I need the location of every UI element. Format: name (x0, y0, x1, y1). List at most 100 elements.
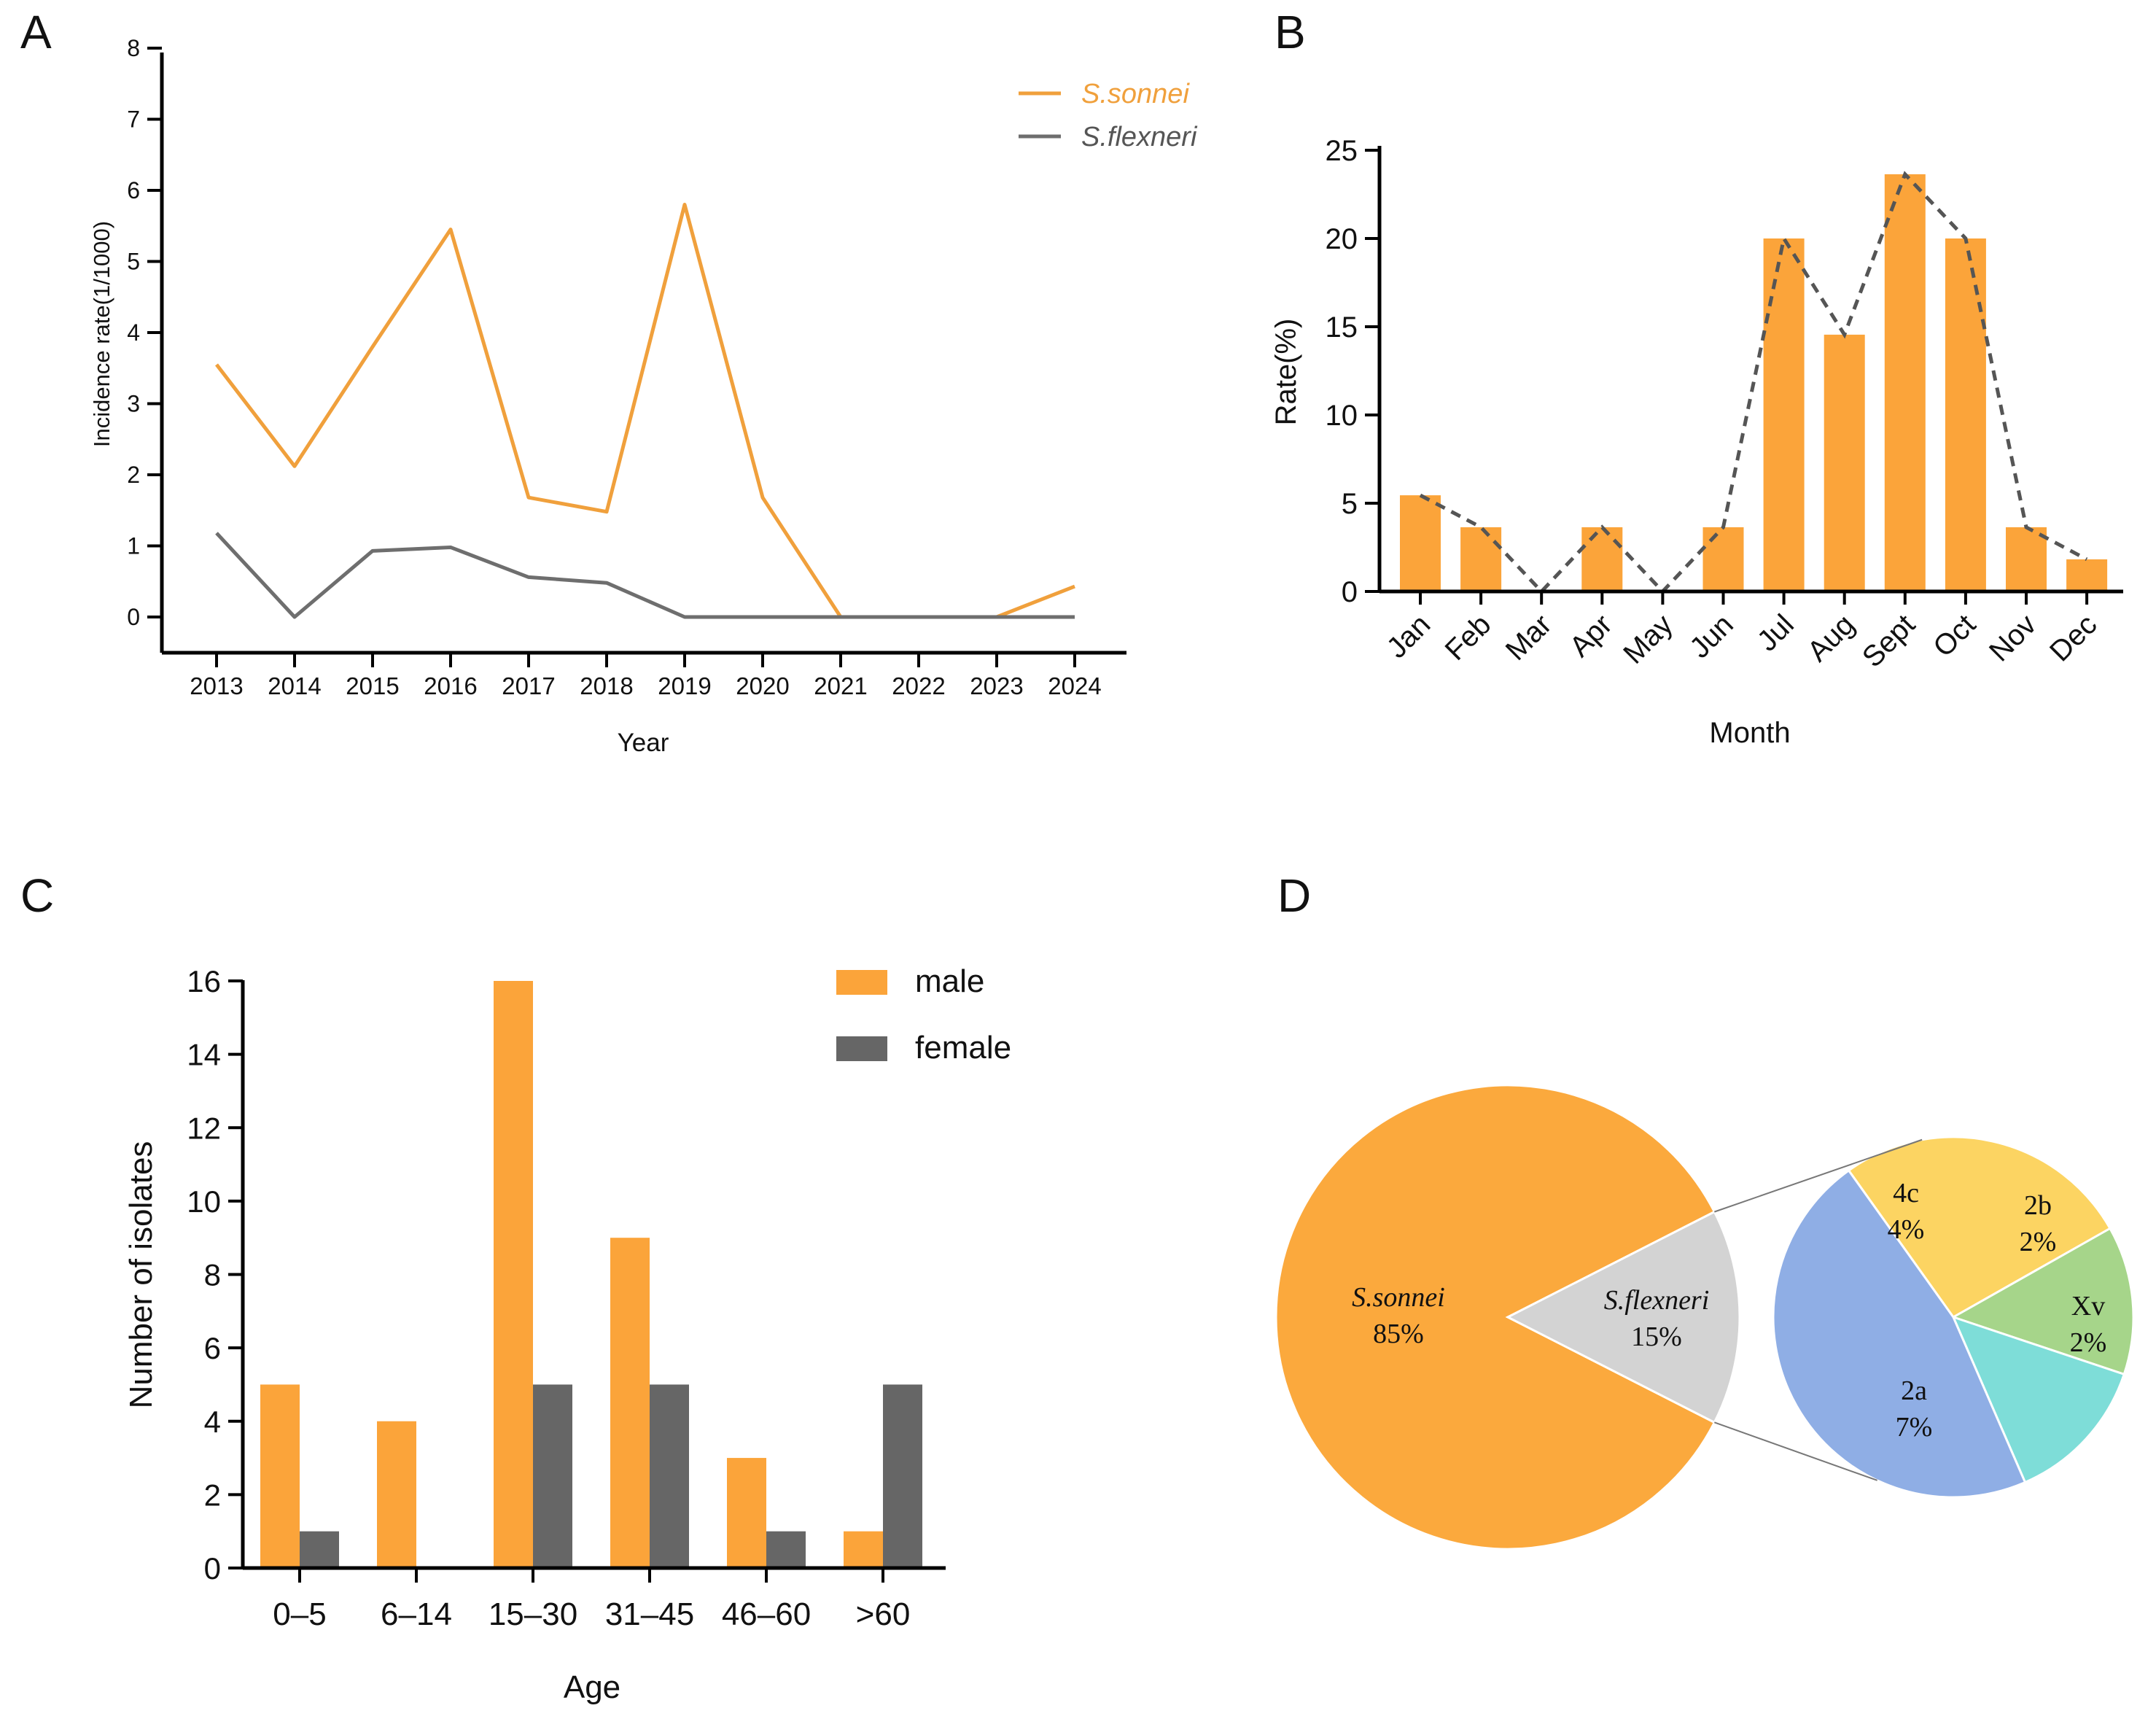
b-y-tick-label: 15 (1326, 311, 1358, 344)
b-bar-aug (1824, 334, 1865, 591)
b-x-tick-label: Dec (2044, 608, 2103, 667)
c-x-tick-label: 46–60 (722, 1596, 811, 1632)
panel-a-line-chart: 0 1 2 3 4 5 6 7 8 2013 2014 2015 2016 2017 2018 2019 202… (89, 35, 1198, 757)
b-x-tick-label: Jan (1381, 608, 1437, 664)
panel-label-d: D (1277, 869, 1311, 922)
a-x-tick-label: 2015 (346, 672, 399, 699)
b-x-tick-label: Nov (1983, 608, 2042, 667)
d-label-flexneri-pct: 15% (1631, 1322, 1682, 1352)
b-x-tick-label: Jun (1684, 608, 1740, 664)
b-bar-jan (1400, 495, 1441, 591)
b-x-tick-label: Apr (1564, 608, 1619, 663)
b-bar-nov (2006, 527, 2047, 591)
d-sublabel-4c: 4c (1893, 1178, 1919, 1208)
c-bar-male-5 (844, 1531, 883, 1568)
a-x-tick-label: 2016 (424, 672, 477, 699)
a-x-tick-label: 2020 (736, 672, 789, 699)
d-subslice-2b (1950, 1227, 2135, 1376)
c-legend-swatch-male (836, 970, 887, 995)
c-bar-female-3 (650, 1384, 689, 1568)
a-legend-label: S.flexneri (1081, 122, 1198, 152)
b-y-tick-label: 25 (1326, 135, 1358, 167)
b-bar-dec (2066, 559, 2108, 591)
a-x-tick-label: 2017 (502, 672, 555, 699)
a-y-axis-title: Incidence rate(1/1000) (89, 221, 114, 447)
c-x-tick-label: 0–5 (273, 1596, 326, 1632)
d-slice-sonnei (1274, 1084, 1716, 1551)
b-bar-jun (1702, 527, 1744, 591)
d-slice-flexneri (1505, 1210, 1741, 1424)
b-x-tick-label: Jul (1751, 608, 1800, 657)
c-y-tick-label: 16 (187, 964, 221, 998)
c-x-tick-label: 31–45 (605, 1596, 694, 1632)
a-y-tick-label: 0 (127, 604, 140, 630)
d-label-flexneri: S.flexneri (1604, 1285, 1710, 1316)
b-x-tick-label: Sept (1856, 608, 1921, 673)
d-connector-bottom (1714, 1421, 1877, 1481)
b-trend-line (1419, 171, 2088, 594)
b-x-tick-label: Oct (1927, 608, 1982, 663)
b-bar-feb (1460, 527, 1502, 591)
c-legend-label-female: female (915, 1030, 1011, 1066)
a-x-tick-label: 2021 (814, 672, 867, 699)
a-y-tick-label: 6 (127, 177, 140, 203)
c-bar-female-0 (300, 1531, 339, 1568)
c-x-tick-label: 15–30 (489, 1596, 577, 1632)
b-x-tick-label: May (1617, 608, 1679, 670)
b-bar-apr (1581, 527, 1623, 591)
a-y-tick-label: 2 (127, 462, 140, 488)
a-x-axis-title: Year (618, 729, 669, 757)
a-x-tick-label: 2019 (658, 672, 711, 699)
b-bar-oct (1945, 238, 1986, 591)
c-y-tick-label: 6 (204, 1331, 221, 1365)
b-bar-jul (1763, 238, 1805, 591)
d-sublabel-2a: 2a (1901, 1375, 1927, 1406)
c-y-tick-label: 8 (204, 1258, 221, 1292)
c-y-tick-label: 12 (187, 1111, 221, 1145)
a-y-tick-label: 5 (127, 249, 140, 275)
c-y-tick-label: 14 (187, 1038, 221, 1072)
panel-c-grouped-bar-chart: 0 2 4 6 8 10 12 14 16 0–5 6–14 15–30 31–45 46–60 >60 Ag… (123, 963, 1011, 1705)
c-bar-male-4 (727, 1458, 766, 1568)
b-y-tick-label: 5 (1342, 488, 1358, 520)
a-x-tick-label: 2023 (970, 672, 1023, 699)
c-bar-male-3 (610, 1238, 650, 1568)
d-sublabel-pct-xv: 2% (2070, 1327, 2107, 1358)
a-y-tick-label: 1 (127, 533, 140, 559)
a-y-tick-label: 4 (127, 319, 140, 346)
c-bar-male-2 (494, 981, 533, 1568)
d-sublabel-pct-4c: 4% (1888, 1214, 1925, 1245)
b-x-tick-label: Aug (1802, 608, 1861, 667)
a-x-tick-label: 2014 (268, 672, 321, 699)
d-subslice-2a (1772, 1168, 2027, 1499)
a-legend-label: S.sonnei (1081, 79, 1190, 109)
a-x-tick-label: 2022 (892, 672, 945, 699)
d-sublabel-xv: Xv (2071, 1291, 2105, 1322)
b-y-tick-label: 10 (1326, 400, 1358, 432)
b-x-tick-label: Mar (1500, 608, 1558, 667)
a-x-tick-label: 2018 (580, 672, 633, 699)
c-bar-female-2 (533, 1384, 572, 1568)
c-x-tick-label: >60 (856, 1596, 911, 1632)
panel-label-b: B (1274, 6, 1306, 58)
c-bar-female-5 (883, 1384, 922, 1568)
c-x-tick-label: 6–14 (381, 1596, 452, 1632)
d-subslice-4c (1847, 1136, 2112, 1319)
a-x-tick-label: 2024 (1048, 672, 1101, 699)
d-label-sonnei-pct: 85% (1373, 1319, 1424, 1349)
b-x-tick-label: Feb (1439, 608, 1498, 667)
a-series-line-sonnei (215, 203, 1075, 619)
c-bar-female-4 (766, 1531, 806, 1568)
panel-d-pie-chart: S.sonnei 85% S.flexneri 15% 4c 4% 2b 2% Xv 2% 2a 7% (1274, 1084, 2135, 1551)
c-bar-male-1 (377, 1421, 416, 1568)
c-y-axis-title: Number of isolates (123, 1141, 159, 1409)
c-y-tick-label: 10 (187, 1184, 221, 1219)
a-x-tick-label: 2013 (190, 672, 243, 699)
panel-label-a: A (20, 6, 52, 58)
c-legend-swatch-female (836, 1036, 887, 1061)
panel-label-c: C (20, 869, 54, 922)
d-connector-top (1714, 1138, 1923, 1213)
c-y-tick-label: 0 (204, 1551, 221, 1586)
